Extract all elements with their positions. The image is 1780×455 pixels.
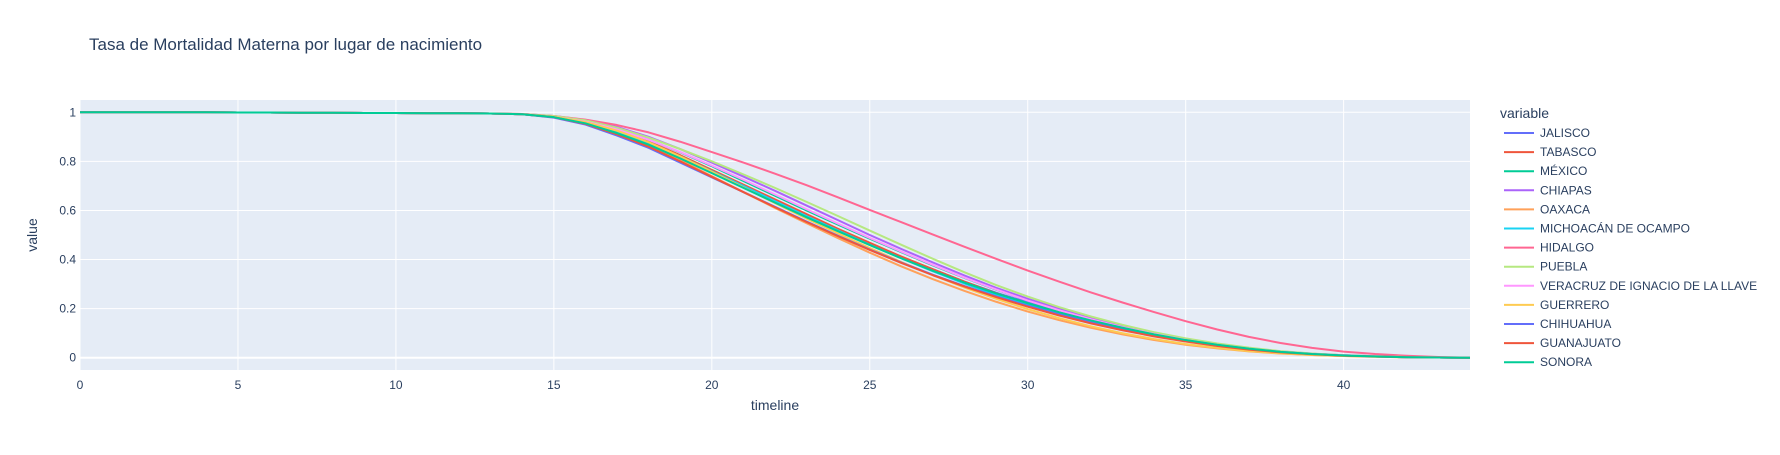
- x-tick-label: 40: [1337, 378, 1351, 392]
- legend-label: CHIAPAS: [1540, 183, 1592, 197]
- y-tick-label: 0.2: [59, 302, 76, 316]
- legend-label: MÉXICO: [1540, 163, 1587, 178]
- legend-item[interactable]: OAXACA: [1504, 202, 1590, 216]
- legend-item[interactable]: CHIHUAHUA: [1504, 317, 1611, 331]
- x-tick-label: 30: [1021, 378, 1035, 392]
- y-tick-label: 1: [69, 105, 76, 119]
- legend-items: JALISCO TABASCO MÉXICO CHIAPAS OAXACA MICHOAC…: [1504, 126, 1757, 369]
- x-tick-label: 35: [1179, 378, 1193, 392]
- x-tick-label: 15: [547, 378, 561, 392]
- legend-label: JALISCO: [1540, 126, 1590, 140]
- legend-label: TABASCO: [1540, 145, 1596, 159]
- series-lines: [80, 111, 1471, 359]
- legend-item[interactable]: GUERRERO: [1504, 298, 1609, 312]
- legend-item[interactable]: CHIAPAS: [1504, 183, 1592, 197]
- legend-label: MICHOACÁN DE OCAMPO: [1540, 221, 1690, 236]
- x-tick-label: 25: [863, 378, 877, 392]
- legend-label: HIDALGO: [1540, 241, 1594, 255]
- series-line[interactable]: [80, 111, 1471, 359]
- x-tick-label: 10: [389, 378, 403, 392]
- legend: variable JALISCO TABASCO MÉXICO CHIAPAS OAXA…: [1500, 105, 1757, 369]
- legend-item[interactable]: VERACRUZ DE IGNACIO DE LA LLAVE: [1504, 279, 1757, 293]
- y-axis-label: value: [24, 218, 40, 252]
- legend-label: GUANAJUATO: [1540, 336, 1621, 350]
- y-tick-label: 0.6: [59, 203, 76, 217]
- x-tick-label: 5: [235, 378, 242, 392]
- chart-title: Tasa de Mortalidad Materna por lugar de …: [89, 35, 482, 54]
- legend-item[interactable]: GUANAJUATO: [1504, 336, 1621, 350]
- legend-label: CHIHUAHUA: [1540, 317, 1611, 331]
- legend-item[interactable]: PUEBLA: [1504, 260, 1587, 274]
- legend-label: PUEBLA: [1540, 260, 1587, 274]
- legend-item[interactable]: SONORA: [1504, 355, 1592, 369]
- legend-label: OAXACA: [1540, 202, 1590, 216]
- y-tick-label: 0.8: [59, 154, 76, 168]
- legend-item[interactable]: MICHOACÁN DE OCAMPO: [1504, 221, 1690, 236]
- y-tick-label: 0.4: [59, 253, 76, 267]
- x-tick-label: 0: [77, 378, 84, 392]
- x-axis-label: timeline: [751, 397, 799, 413]
- legend-item[interactable]: TABASCO: [1504, 145, 1596, 159]
- axes: 0 5 10 15 20 25 30 35 40 0 0.2 0.4 0.6 0.8 1: [59, 105, 1350, 392]
- x-tick-label: 20: [705, 378, 719, 392]
- legend-item[interactable]: HIDALGO: [1504, 241, 1594, 255]
- legend-label: VERACRUZ DE IGNACIO DE LA LLAVE: [1540, 279, 1757, 293]
- legend-item[interactable]: MÉXICO: [1504, 163, 1587, 178]
- legend-label: GUERRERO: [1540, 298, 1609, 312]
- y-tick-label: 0: [69, 351, 76, 365]
- legend-label: SONORA: [1540, 355, 1592, 369]
- plot-area: [80, 100, 1470, 370]
- legend-item[interactable]: JALISCO: [1504, 126, 1590, 140]
- grid: [79, 100, 1470, 370]
- legend-title: variable: [1500, 105, 1549, 121]
